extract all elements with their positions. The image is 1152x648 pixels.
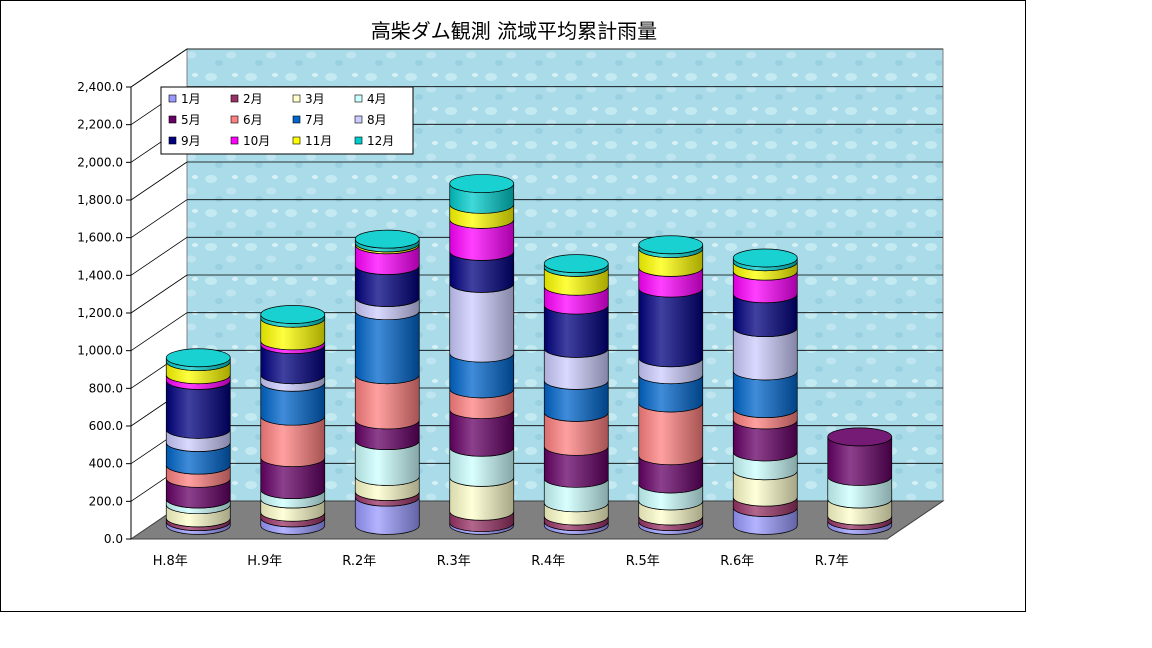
y-tick-label: 2,200.0 (77, 118, 123, 132)
gridline-side (130, 274, 188, 314)
legend-item: 1月 (181, 92, 201, 106)
bar-top-cap (543, 254, 609, 273)
legend-item: 5月 (181, 113, 201, 127)
x-tick-label: R.2年 (342, 554, 376, 569)
gridline-side (130, 237, 188, 276)
floor (129, 500, 945, 540)
legend-item: 6月 (243, 113, 263, 127)
x-tick-label: R.5年 (626, 554, 660, 569)
y-tick-label: 600.0 (89, 419, 123, 433)
legend-swatch (168, 94, 177, 103)
legend-item: 10月 (243, 134, 270, 148)
bar-top-cap (732, 248, 798, 268)
bar-top-cap (260, 305, 326, 324)
legend-swatch (354, 136, 363, 145)
legend-item: 7月 (305, 113, 325, 127)
bar-segment (449, 283, 515, 363)
bar-segment-body (449, 283, 515, 363)
legend-item: 2月 (243, 92, 263, 106)
x-tick-label: R.3年 (437, 554, 471, 569)
bar-top-cap (354, 229, 420, 249)
gridline-side (130, 48, 188, 88)
bar-top-cap (165, 348, 231, 368)
gridline-side (130, 199, 188, 238)
bar-segment (354, 310, 420, 385)
y-tick-label: 800.0 (89, 381, 123, 395)
legend-swatch (354, 94, 363, 103)
x-tick-label: R.7年 (815, 554, 849, 569)
y-tick-label: 2,000.0 (77, 155, 123, 169)
legend-item: 9月 (181, 134, 201, 148)
y-tick-label: 200.0 (89, 494, 123, 508)
bar-segment-body (638, 288, 704, 368)
y-tick-label: 1,600.0 (77, 231, 123, 245)
legend-swatch (168, 136, 177, 145)
x-tick-label: H.8年 (153, 554, 188, 569)
y-tick-label: 1,000.0 (77, 344, 123, 358)
legend-swatch (230, 115, 239, 124)
bar-segment-body (354, 310, 420, 385)
bar-top-cap (449, 174, 515, 193)
legend-item: 11月 (305, 134, 332, 148)
chart-frame: 高柴ダム観測 流域平均累計雨量 0.0 200.0 400.0 600.0 800.0 1… (0, 0, 1026, 612)
y-tick-label: 0.0 (104, 532, 123, 546)
gridline-side (130, 161, 188, 201)
y-tick-label: 1,800.0 (77, 193, 123, 207)
legend-swatch (230, 94, 239, 103)
y-tick-label: 2,400.0 (77, 80, 123, 94)
y-tick-label: 1,200.0 (77, 306, 123, 320)
x-tick-label: H.9年 (247, 554, 282, 569)
legend-swatch (168, 115, 177, 124)
legend-item: 3月 (305, 92, 325, 106)
y-tick-label: 400.0 (89, 457, 123, 471)
legend-swatch (230, 136, 239, 145)
legend-swatch (292, 136, 301, 145)
legend-item: 8月 (367, 113, 387, 127)
bar-segment (638, 288, 704, 368)
legend-item: 4月 (367, 92, 387, 106)
x-tick-label: R.6年 (720, 554, 754, 569)
legend-box (160, 86, 414, 155)
chart-svg: 0.0 200.0 400.0 600.0 800.0 1,000.0 1,200.0 1,4… (77, 48, 945, 569)
y-tick-label: 1,400.0 (77, 268, 123, 282)
bar-top-cap (827, 427, 893, 447)
bar-top-cap (638, 235, 704, 255)
x-tick-label: R.4年 (531, 554, 565, 569)
gridline-side (130, 312, 188, 351)
legend-swatch (354, 115, 363, 124)
legend-swatch (292, 94, 301, 103)
legend-item: 12月 (367, 134, 394, 148)
chart-title: 高柴ダム観測 流域平均累計雨量 (370, 19, 658, 43)
legend-swatch (292, 115, 301, 124)
